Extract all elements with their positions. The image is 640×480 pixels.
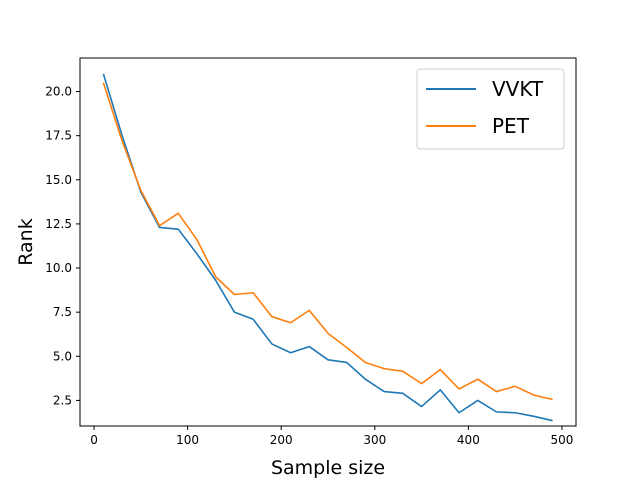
y-axis-label: Rank — [15, 218, 37, 265]
y-tick-label: 10.0 — [45, 261, 72, 275]
y-tick-label: 20.0 — [45, 85, 72, 99]
y-tick-label: 5.0 — [53, 349, 72, 363]
legend-label-pet: PET — [492, 114, 530, 138]
x-tick-label: 100 — [176, 433, 199, 447]
x-axis-label: Sample size — [271, 457, 385, 479]
y-tick-label: 17.5 — [45, 129, 72, 143]
legend: VVKT PET — [416, 68, 565, 150]
x-tick-label: 300 — [363, 433, 386, 447]
y-tick-label: 7.5 — [53, 305, 72, 319]
y-tick-label: 2.5 — [53, 393, 72, 407]
y-tick-label: 15.0 — [45, 173, 72, 187]
axes-frame — [79, 57, 577, 427]
legend-label-vvkt: VVKT — [492, 77, 544, 101]
x-tick-label: 0 — [90, 433, 98, 447]
x-tick-label: 200 — [270, 433, 293, 447]
x-tick-label: 400 — [457, 433, 480, 447]
series-line-vvkt — [102, 73, 553, 422]
x-tick-label: 500 — [551, 433, 574, 447]
series-line-pet — [102, 82, 553, 401]
y-axis-ticks: 2.5 5.0 7.5 10.0 12.5 15.0 17.5 20.0 — [45, 85, 80, 407]
x-axis-ticks: 0 100 200 300 400 500 — [90, 426, 573, 447]
y-tick-label: 12.5 — [45, 217, 72, 231]
plot-lines — [102, 73, 553, 422]
